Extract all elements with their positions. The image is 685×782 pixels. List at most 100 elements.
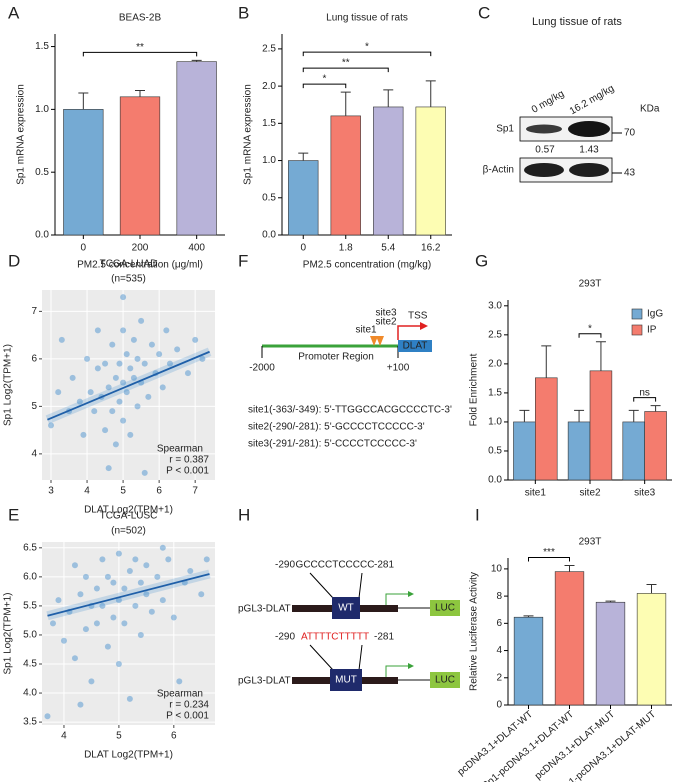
error-bar (340, 91, 351, 116)
point (145, 393, 152, 400)
y-tick-label: 4 (496, 645, 502, 656)
annotation: Spearman (157, 444, 203, 455)
quantification: 0.57 (535, 145, 555, 156)
point (134, 403, 141, 410)
error-bar (541, 345, 552, 378)
gene-label: DLAT (403, 341, 428, 352)
y-tick-label: 2.5 (488, 329, 502, 340)
point (55, 389, 62, 396)
point (94, 365, 101, 372)
error-bar (191, 59, 202, 62)
point (93, 620, 100, 627)
legend-label: IgG (647, 309, 663, 320)
row-label: β-Actin (483, 165, 514, 176)
y-tick-label: 4.5 (23, 659, 37, 670)
fit-line (47, 350, 210, 421)
point (71, 562, 78, 569)
position-label: -281 (374, 632, 394, 643)
chart-title: TCGA-LUAD (100, 259, 158, 270)
panel-label: D (8, 251, 20, 270)
blot-band (568, 121, 610, 137)
variant-label: WT (338, 603, 354, 614)
x-tick-label: 1.8 (339, 243, 353, 254)
point (192, 336, 199, 343)
point (148, 608, 155, 615)
vector-label: pGL3-DLAT (238, 604, 291, 615)
panel-label: I (475, 505, 480, 524)
chart-subtitle: (n=535) (111, 274, 146, 285)
annotation: r = 0.387 (169, 455, 209, 466)
row-label: Sp1 (496, 124, 514, 135)
point (184, 370, 191, 377)
error-bar (78, 92, 89, 110)
unit-label: KDa (640, 104, 660, 115)
panel-label: C (478, 3, 490, 22)
point (48, 422, 55, 429)
point (120, 379, 127, 386)
point (102, 427, 109, 434)
site-label: site3 (375, 308, 397, 319)
point (99, 602, 106, 609)
tss-arrowhead (420, 322, 428, 330)
y-axis-label: Sp1 Log2(TPM+1) (3, 593, 14, 675)
bar (535, 377, 558, 481)
annotation: P < 0.001 (166, 711, 209, 722)
y-tick-label: 2.0 (262, 81, 276, 92)
bar (288, 160, 319, 236)
tss-arrow (385, 665, 408, 677)
y-tick-label: 0.5 (35, 167, 49, 178)
blot-title: Lung tissue of rats (532, 16, 622, 28)
y-tick-label: 6.5 (23, 542, 37, 553)
y-tick-label: 1.0 (262, 155, 276, 166)
point (176, 678, 183, 685)
y-tick-label: 1.0 (35, 104, 49, 115)
point (82, 626, 89, 633)
significance-bracket (633, 397, 657, 402)
reporter-box (430, 672, 460, 688)
point (141, 360, 148, 367)
point (121, 620, 128, 627)
variant-box (330, 669, 362, 691)
y-axis-label: Fold Enrichment (469, 353, 480, 426)
point (120, 417, 127, 424)
x-tick-label: 4 (84, 486, 90, 497)
significance-bracket (528, 556, 570, 562)
x-axis-label: PM2.5 concentration (mg/kg) (303, 260, 431, 271)
site-label: site2 (375, 317, 397, 328)
point (112, 374, 119, 381)
x-tick-label: site2 (579, 488, 601, 499)
x-tick-label: 5 (120, 486, 126, 497)
point (88, 678, 95, 685)
bar (644, 411, 667, 481)
site-label: site1 (355, 325, 377, 336)
y-tick-label: 4.0 (23, 688, 37, 699)
annotation: r = 0.234 (169, 700, 209, 711)
tss-label: TSS (408, 311, 428, 322)
point (159, 544, 166, 551)
error-bar (564, 564, 575, 572)
point (199, 355, 206, 362)
x-tick-label: 6 (156, 486, 162, 497)
point (115, 550, 122, 557)
point (163, 327, 170, 334)
point (109, 341, 116, 348)
significance-label: * (588, 323, 592, 334)
y-tick-label: 1.5 (488, 388, 502, 399)
point (110, 614, 117, 621)
x-tick-label: 5.4 (381, 243, 395, 254)
annotation: P < 0.001 (166, 466, 209, 477)
position-label: -290 (275, 632, 295, 643)
chart-title: 293T (579, 537, 602, 548)
point (126, 568, 133, 575)
point (120, 294, 127, 301)
bar (636, 593, 667, 706)
significance-label: *** (543, 547, 555, 558)
y-tick-label: 6 (31, 354, 37, 365)
point (82, 573, 89, 580)
point (198, 591, 205, 598)
chart-title: 293T (579, 279, 602, 290)
point (76, 398, 83, 405)
point (49, 620, 56, 627)
point (123, 389, 130, 396)
